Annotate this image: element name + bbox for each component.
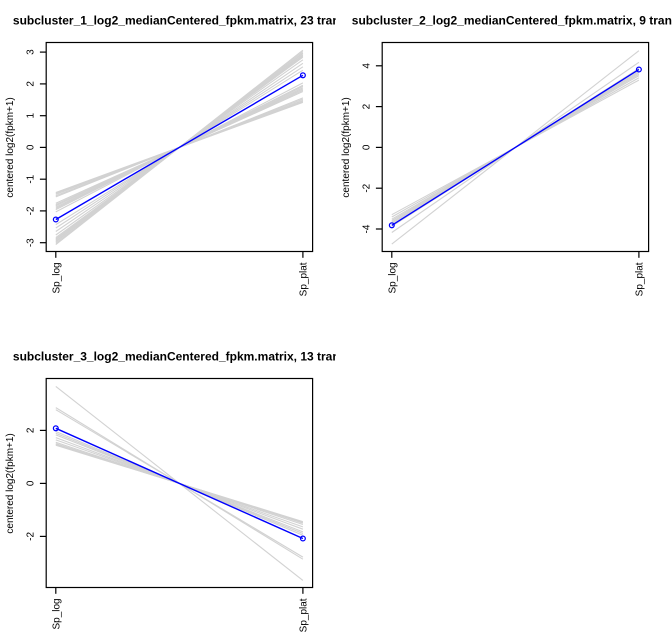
svg-text:Sp_plat: Sp_plat: [635, 262, 646, 296]
svg-text:4: 4: [361, 63, 372, 69]
svg-text:subcluster_1_log2_medianCenter: subcluster_1_log2_medianCentered_fpkm.ma…: [13, 13, 379, 27]
svg-text:-2: -2: [25, 532, 36, 541]
svg-text:-4: -4: [361, 224, 372, 233]
svg-text:centered log2(fpkm+1): centered log2(fpkm+1): [341, 97, 352, 197]
svg-text:2: 2: [25, 427, 36, 433]
svg-text:centered log2(fpkm+1): centered log2(fpkm+1): [5, 97, 16, 197]
svg-text:Sp_log: Sp_log: [388, 262, 399, 293]
svg-text:0: 0: [25, 480, 36, 486]
svg-text:-2: -2: [361, 183, 372, 192]
svg-text:-1: -1: [25, 174, 36, 183]
svg-text:Sp_log: Sp_log: [52, 598, 63, 629]
svg-text:3: 3: [25, 49, 36, 55]
svg-text:2: 2: [25, 81, 36, 87]
svg-text:Sp_plat: Sp_plat: [299, 262, 310, 296]
svg-text:centered log2(fpkm+1): centered log2(fpkm+1): [5, 433, 16, 533]
svg-text:Sp_log: Sp_log: [52, 262, 63, 293]
svg-text:0: 0: [25, 144, 36, 150]
svg-text:2: 2: [361, 103, 372, 109]
svg-text:subcluster_3_log2_medianCenter: subcluster_3_log2_medianCentered_fpkm.ma…: [13, 349, 379, 363]
svg-text:1: 1: [25, 112, 36, 118]
svg-text:Sp_plat: Sp_plat: [299, 598, 310, 632]
svg-text:-3: -3: [25, 238, 36, 247]
svg-text:-2: -2: [25, 206, 36, 215]
svg-text:0: 0: [361, 144, 372, 150]
svg-text:subcluster_2_log2_medianCenter: subcluster_2_log2_medianCentered_fpkm.ma…: [352, 13, 672, 27]
